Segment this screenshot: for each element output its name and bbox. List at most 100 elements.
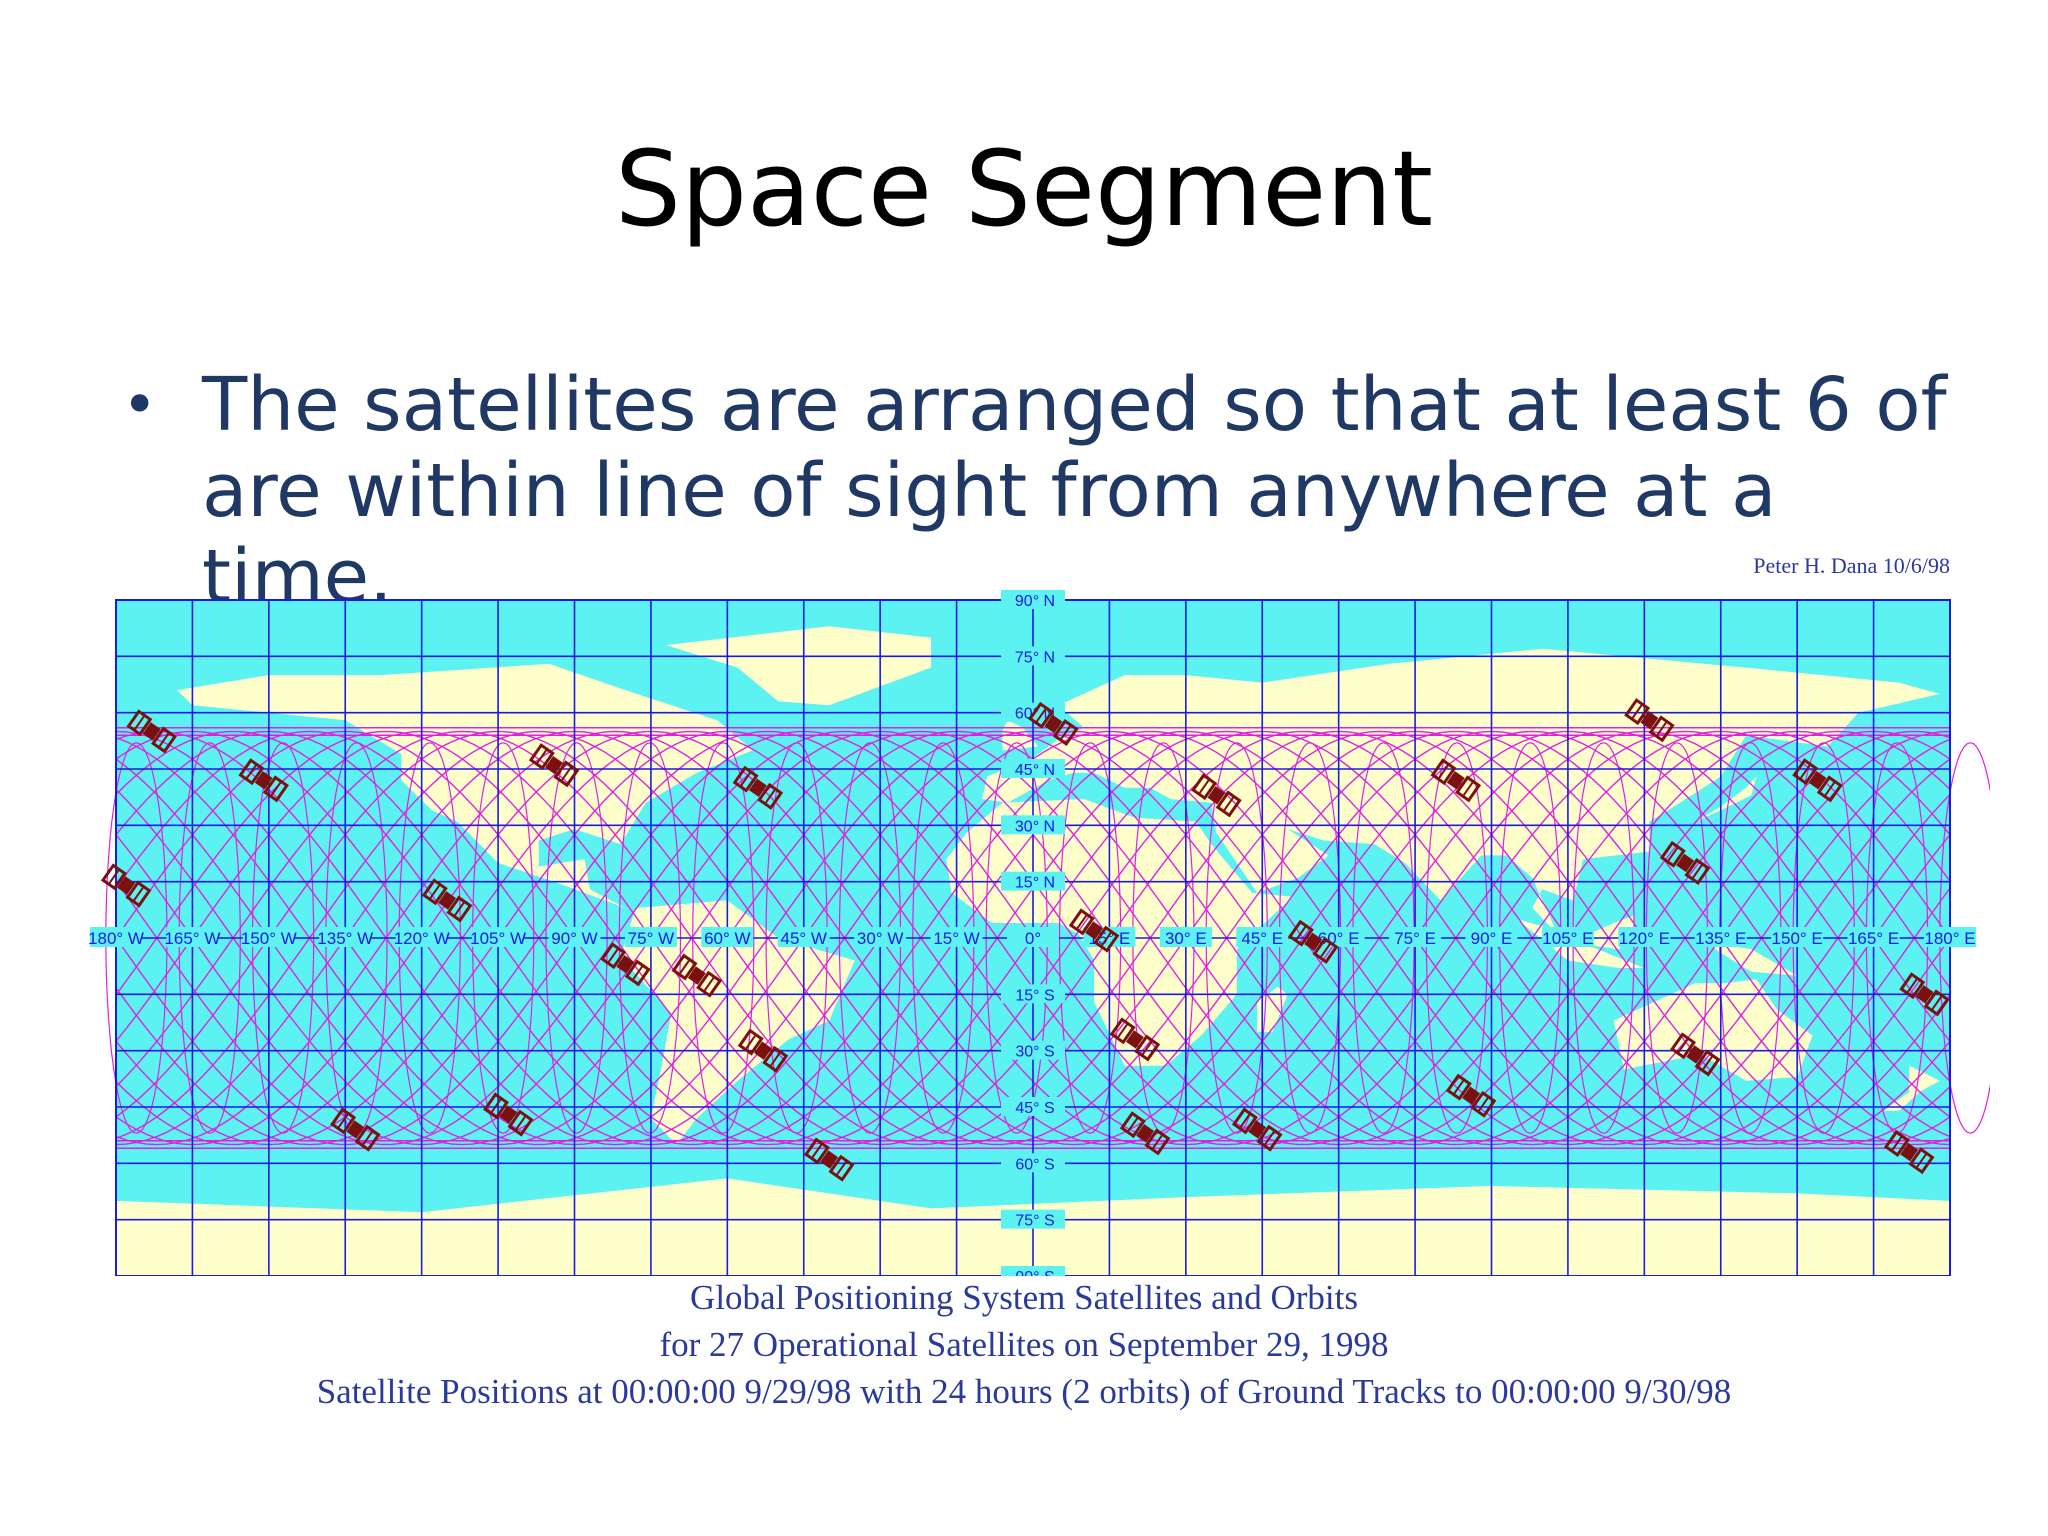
lat-label-bg xyxy=(1001,815,1065,835)
satellite-icon xyxy=(737,1028,789,1073)
orbit-loop xyxy=(1719,742,1782,1134)
lat-label: 75° N xyxy=(1015,649,1055,666)
satellite-panel-rib xyxy=(1294,925,1307,942)
orbit-loop xyxy=(398,742,462,1134)
satellite-panel-rib xyxy=(631,964,644,981)
satellite-body xyxy=(1462,1086,1481,1105)
lat-label-bg xyxy=(1001,759,1065,778)
lon-label-bg xyxy=(1312,927,1365,947)
satellite-panel-rib xyxy=(514,1115,527,1132)
orbit-loop xyxy=(1058,742,1122,1134)
lat-label-bg xyxy=(1001,590,1065,609)
satellite-icon xyxy=(528,743,580,788)
satellite-panel-right xyxy=(553,760,580,788)
satellite-icon xyxy=(1109,1017,1161,1062)
caption-line-1: Global Positioning System Satellites and… xyxy=(690,1278,1358,1317)
satellite-panel-rib xyxy=(270,780,282,797)
satellite-panel-rib xyxy=(1198,778,1211,795)
lon-label-bg xyxy=(1389,927,1442,947)
satellite-body xyxy=(1248,1120,1267,1139)
bullet-dot-icon: • xyxy=(122,370,158,440)
satellite-icon xyxy=(803,1137,855,1182)
satellite-panel-rib xyxy=(1477,1096,1490,1113)
lon-label: 120° E xyxy=(1619,929,1670,948)
satellite-body xyxy=(1136,1124,1155,1143)
satellite-icon xyxy=(483,1092,534,1137)
lon-label: 30° W xyxy=(857,929,903,948)
satellite-panel-rib xyxy=(1035,707,1048,724)
satellite-icon xyxy=(238,758,289,803)
lat-label: 15° N xyxy=(1015,875,1055,892)
lon-label: 180° W xyxy=(88,929,144,948)
satellite-icon xyxy=(732,765,784,810)
satellite-icon xyxy=(1899,972,1950,1017)
satellite-body xyxy=(1044,714,1063,734)
axis-labels: 180° W 165° W 150° W 135° W 120° W 105° W 90° … xyxy=(88,590,1976,1276)
satellite-body xyxy=(346,1120,365,1139)
orbit-loop xyxy=(1499,742,1562,1134)
satellite-panel-rib xyxy=(739,771,752,788)
orbit-loop xyxy=(765,742,828,1134)
lon-label: 180° E xyxy=(1924,929,1975,948)
satellite-icon xyxy=(1287,919,1339,964)
satellite-body xyxy=(616,955,635,974)
satellite-body xyxy=(142,722,161,741)
lat-label: 30° N xyxy=(1015,818,1055,835)
satellite-icon xyxy=(421,878,473,923)
satellite-panel-rib xyxy=(1437,763,1450,780)
satellite-icon xyxy=(1231,1107,1283,1152)
satellite-body xyxy=(545,756,564,775)
lon-label-bg xyxy=(1618,927,1671,947)
lon-label-bg xyxy=(1847,927,1900,947)
lon-label: 75° E xyxy=(1394,929,1436,948)
lat-label: 15° S xyxy=(1015,987,1054,1004)
satellite-panel-rib xyxy=(769,1051,782,1068)
satellite-panel-rib xyxy=(1126,1116,1139,1133)
lat-label-bg xyxy=(1001,646,1065,666)
satellite-body xyxy=(687,966,706,985)
satellite-panel-rib xyxy=(1691,863,1704,880)
satellite-icon xyxy=(1119,1111,1171,1156)
lon-label: 75° W xyxy=(628,929,674,948)
lon-label: 135° E xyxy=(1695,929,1746,948)
lon-label: 45° E xyxy=(1241,929,1283,948)
lon-label: 30° E xyxy=(1165,929,1207,948)
satellite-icon xyxy=(126,709,177,754)
figure-credit: Peter H. Dana 10/6/98 xyxy=(1753,553,1950,578)
satellite-panel-rib xyxy=(428,883,441,900)
lon-label-bg xyxy=(395,927,448,947)
lon-label: 150° W xyxy=(241,929,297,948)
satellite-body xyxy=(1676,853,1695,873)
lon-label: 90° E xyxy=(1471,929,1513,948)
satellites xyxy=(100,698,1950,1182)
satellite-panel-rib xyxy=(1222,795,1235,812)
orbit-loop xyxy=(838,742,902,1134)
satellite-panel-rib xyxy=(453,901,466,917)
satellite-icon xyxy=(671,953,723,998)
orbit-loop xyxy=(985,742,1048,1134)
lat-label: 45° N xyxy=(1015,762,1055,779)
satellite-icon xyxy=(1191,773,1242,818)
land-greenland xyxy=(666,626,932,706)
orbit-loop xyxy=(618,742,682,1134)
satellite-icon xyxy=(1624,698,1675,743)
satellite-body xyxy=(254,771,273,790)
lat-label: 30° S xyxy=(1015,1044,1054,1061)
satellite-panel-rib xyxy=(158,732,170,748)
orbit-loop xyxy=(1352,742,1415,1134)
lon-label-bg xyxy=(90,927,142,947)
lon-label-bg xyxy=(1771,927,1824,947)
lat-label: 90° N xyxy=(1015,593,1055,610)
lon-label-bg xyxy=(166,927,219,947)
satellite-body xyxy=(754,1041,772,1060)
caption-line-2: for 27 Operational Satellites on Septemb… xyxy=(659,1325,1389,1364)
satellite-panel-rib xyxy=(337,1112,350,1129)
orbit-loop xyxy=(1572,742,1635,1134)
satellite-body xyxy=(1808,771,1827,790)
satellite-panel-rib xyxy=(1462,780,1475,797)
satellite-body xyxy=(499,1105,518,1124)
land-australia xyxy=(1613,979,1813,1081)
satellite-panel-rib xyxy=(1915,1152,1928,1169)
lat-label-bg xyxy=(1001,984,1065,1004)
satellite-icon xyxy=(1430,758,1482,803)
